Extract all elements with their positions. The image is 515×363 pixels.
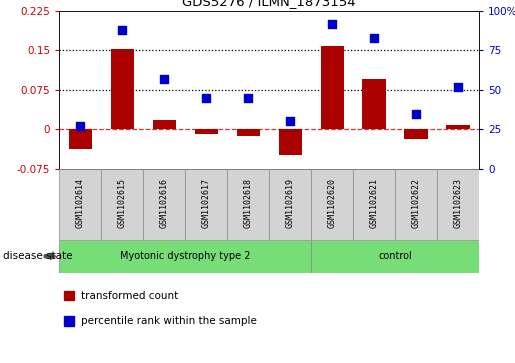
Bar	[68, 129, 92, 149]
Point	[118, 27, 126, 33]
Bar	[185, 169, 227, 240]
Text: GSM1102618: GSM1102618	[244, 178, 252, 228]
Text: disease state: disease state	[3, 251, 72, 261]
Point	[160, 76, 168, 82]
Point	[244, 95, 252, 101]
Bar	[447, 125, 470, 129]
Bar	[59, 169, 101, 240]
Text: GSM1102615: GSM1102615	[118, 178, 127, 228]
Text: GSM1102616: GSM1102616	[160, 178, 168, 228]
Bar	[320, 46, 344, 129]
Bar	[279, 129, 302, 155]
Text: GSM1102620: GSM1102620	[328, 178, 336, 228]
Bar	[363, 79, 386, 129]
Text: control: control	[378, 251, 412, 261]
Text: GSM1102619: GSM1102619	[286, 178, 295, 228]
Bar	[353, 169, 395, 240]
Text: percentile rank within the sample: percentile rank within the sample	[81, 316, 258, 326]
Point	[412, 111, 420, 117]
Bar	[311, 169, 353, 240]
Bar	[195, 129, 218, 134]
Bar	[143, 169, 185, 240]
Point	[286, 118, 294, 124]
Text: Myotonic dystrophy type 2: Myotonic dystrophy type 2	[120, 251, 250, 261]
Bar	[395, 169, 437, 240]
Bar	[152, 120, 176, 129]
Point	[370, 35, 378, 41]
Text: GSM1102621: GSM1102621	[370, 178, 379, 228]
Point	[202, 95, 210, 101]
Text: transformed count: transformed count	[81, 290, 179, 301]
Bar	[311, 240, 479, 273]
Text: GSM1102623: GSM1102623	[454, 178, 462, 228]
Bar	[111, 49, 134, 129]
Point	[76, 123, 84, 129]
Text: GSM1102614: GSM1102614	[76, 178, 84, 228]
Bar	[236, 129, 260, 136]
Text: GSM1102617: GSM1102617	[202, 178, 211, 228]
Bar	[437, 169, 479, 240]
Title: GDS5276 / ILMN_1873154: GDS5276 / ILMN_1873154	[182, 0, 356, 8]
Bar	[227, 169, 269, 240]
Bar	[59, 240, 311, 273]
Bar	[404, 129, 427, 139]
Point	[328, 21, 336, 26]
Bar	[269, 169, 311, 240]
Point	[454, 84, 462, 90]
Text: GSM1102622: GSM1102622	[411, 178, 420, 228]
Bar	[101, 169, 143, 240]
